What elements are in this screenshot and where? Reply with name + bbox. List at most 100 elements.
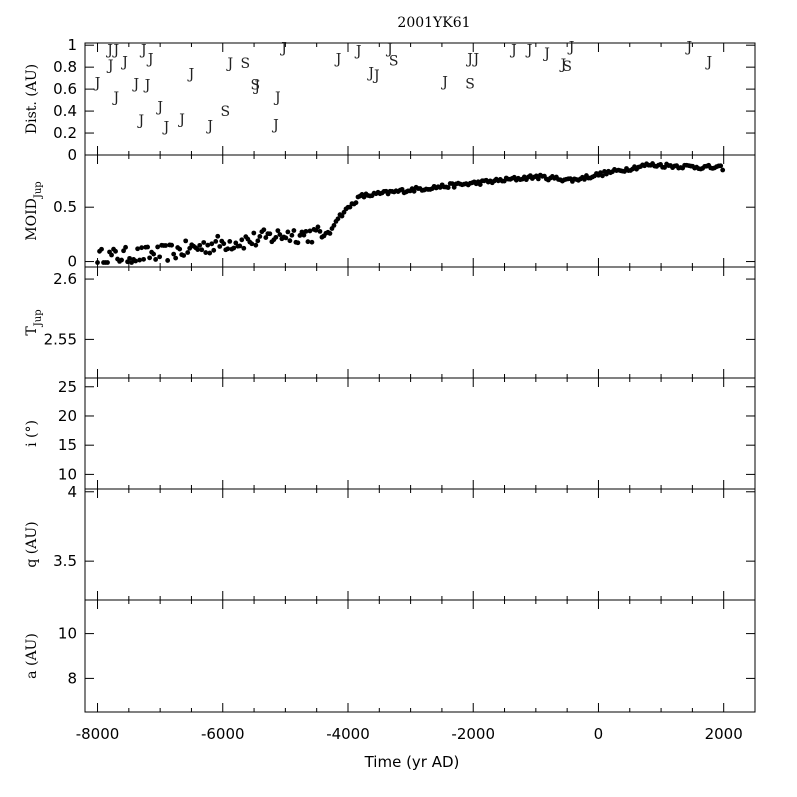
panel-incl: 10 15 20 25 i (°) — [24, 377, 756, 490]
encounter-marker: J — [111, 90, 119, 106]
x-tick-label: -4000 — [326, 725, 370, 743]
moid-point — [335, 216, 341, 222]
encounter-marker: J — [704, 55, 712, 71]
moid-point — [255, 238, 261, 244]
panel-semimajor: 8 10 a (AU) -8000 -6000 -4000 -2000 0 2000 — [24, 599, 756, 743]
y-tick-label: 0.6 — [53, 80, 77, 98]
panel-tjup: 2.55 2.6 TJup — [24, 267, 756, 379]
moid-point — [177, 246, 183, 252]
encounter-marker: S — [465, 77, 475, 93]
y-tick-label: 0.4 — [53, 102, 77, 120]
x-tick-label: -2000 — [451, 725, 495, 743]
moid-point — [113, 248, 118, 254]
encounter-marker: S — [562, 59, 572, 75]
moid-point — [237, 243, 243, 249]
y-axis-title: a (AU) — [24, 633, 40, 679]
moid-point — [221, 241, 227, 247]
moid-point — [327, 231, 333, 236]
moid-point — [309, 239, 315, 245]
encounter-marker: J — [567, 39, 575, 55]
y-tick-label: 3.5 — [53, 552, 77, 570]
moid-point — [720, 167, 726, 173]
y-tick-label: 10 — [58, 625, 77, 643]
x-tick-label: -8000 — [76, 725, 120, 743]
moid-point — [307, 228, 313, 234]
moid-point — [171, 251, 177, 257]
moid-point — [209, 241, 215, 247]
encounter-marker: J — [146, 51, 154, 67]
moid-point — [241, 245, 247, 251]
moid-point — [317, 228, 323, 234]
moid-point — [253, 242, 259, 248]
encounter-marker: J — [559, 57, 567, 73]
moid-point — [273, 234, 279, 240]
moid-point — [119, 257, 124, 263]
encounter-marker: J — [187, 67, 195, 83]
encounter-marker: J — [105, 43, 113, 59]
x-tick-label: 0 — [594, 725, 604, 743]
moid-point — [331, 222, 337, 228]
y-tick-label: 15 — [58, 436, 77, 454]
y-tick-label: 0 — [67, 253, 77, 271]
moid-point — [305, 239, 311, 245]
encounter-marker: J — [139, 43, 147, 59]
moid-point — [141, 256, 147, 262]
chart-title: 2001YK61 — [397, 15, 470, 31]
y-tick-label: 0.2 — [53, 124, 77, 142]
moid-point — [445, 185, 451, 190]
y-tick-label: 0.8 — [53, 58, 77, 76]
moid-point — [251, 230, 257, 236]
y-axis-title: q (AU) — [24, 521, 40, 567]
moid-point — [153, 257, 159, 262]
moid-point — [183, 238, 189, 244]
moid-point — [535, 176, 541, 182]
moid-point — [231, 245, 237, 251]
encounter-marker: S — [241, 56, 251, 72]
moid-point — [315, 224, 321, 230]
moid-point — [139, 245, 145, 251]
moid-point — [477, 182, 483, 188]
moid-point — [137, 257, 143, 263]
moid-point — [339, 213, 345, 219]
encounter-marker: J — [465, 51, 473, 67]
moid-point — [133, 258, 138, 264]
moid-point — [173, 255, 179, 261]
panel-frame — [84, 377, 756, 490]
encounter-marker: J — [472, 51, 480, 67]
encounter-marker: J — [385, 41, 393, 57]
moid-point — [207, 250, 213, 256]
moid-point — [109, 252, 114, 258]
y-axis-title: TJup — [24, 309, 44, 335]
y-tick-label: 4 — [67, 483, 77, 501]
y-tick-label: 0 — [67, 146, 77, 164]
panel-frame — [84, 488, 756, 601]
encounter-marker: J — [279, 40, 287, 56]
moid-point — [99, 246, 104, 252]
moid-point — [145, 244, 151, 250]
moid-point — [163, 243, 169, 248]
encounter-marker: J — [273, 90, 281, 106]
encounter-marker: J — [366, 66, 374, 82]
moid-point — [600, 173, 605, 179]
encounter-marker: J — [93, 76, 101, 92]
x-axis-title: Time (yr AD) — [364, 753, 460, 771]
encounter-marker: J — [205, 118, 213, 134]
encounter-marker: J — [334, 51, 342, 67]
panel-perihelion: 3.5 4 q (AU) — [24, 483, 756, 601]
moid-point — [227, 239, 233, 244]
encounter-marker: J — [106, 58, 114, 74]
x-tick-label: -6000 — [201, 725, 245, 743]
y-axis-title-subscript: Jup — [33, 309, 44, 327]
moid-point — [285, 229, 291, 235]
encounter-marker: J — [372, 68, 380, 84]
moid-point — [449, 181, 455, 187]
moid-point — [225, 246, 231, 252]
panel-frame — [84, 599, 756, 713]
moid-point — [303, 228, 309, 234]
y-tick-label: 2.55 — [44, 330, 77, 348]
moid-point — [105, 260, 110, 265]
moid-point — [582, 176, 587, 182]
moid-point — [301, 232, 307, 238]
